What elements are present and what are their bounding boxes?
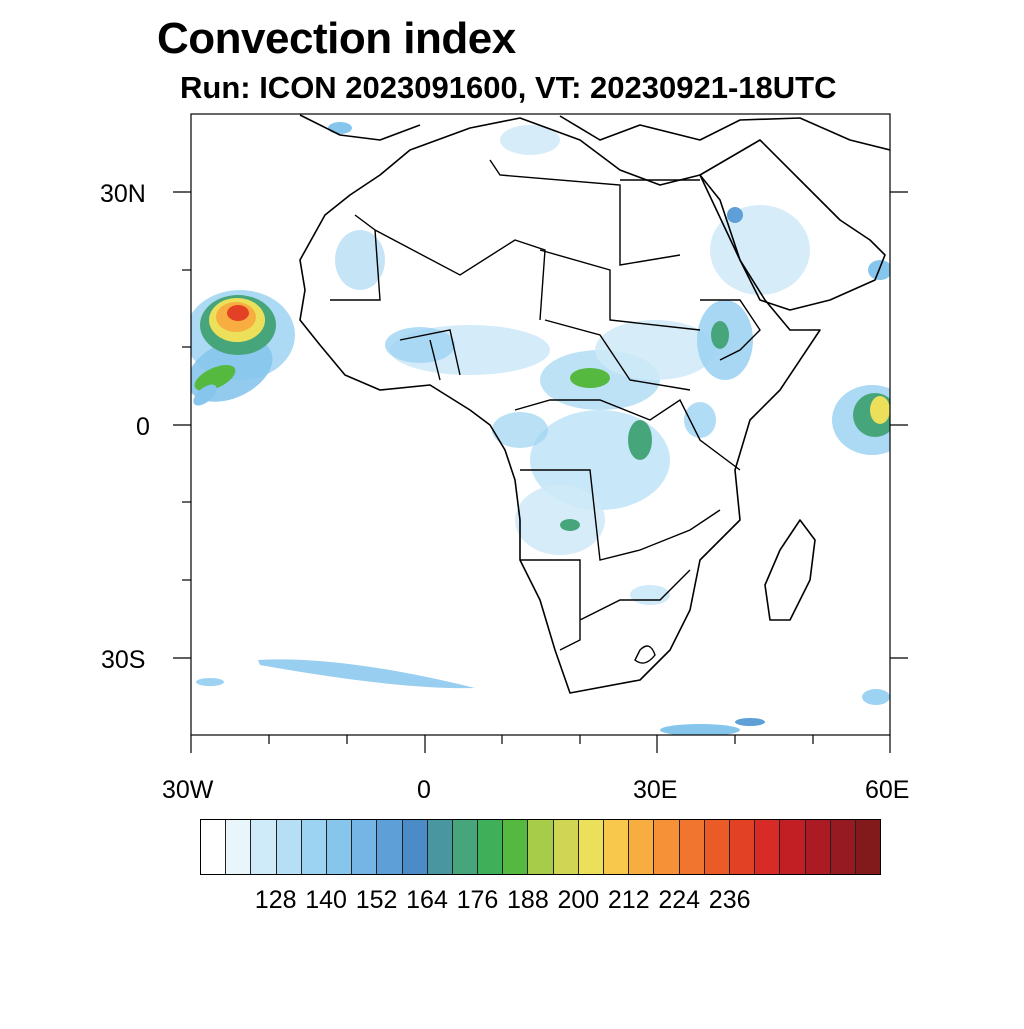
colorbar [200, 819, 881, 875]
colorbar-tick-label: 212 [607, 886, 650, 914]
x-tick-label-0: 0 [417, 776, 431, 804]
colorbar-swatch [326, 820, 353, 874]
colorbar-swatch [226, 820, 252, 874]
colorbar-swatch [704, 820, 730, 874]
colorbar-tick-label: 128 [254, 886, 297, 914]
x-tick-label-30e: 30E [633, 776, 678, 804]
colorbar-tick-label: 176 [456, 886, 499, 914]
colorbar-swatch [427, 820, 453, 874]
x-tick-label-60e: 60E [865, 776, 910, 804]
colorbar-swatch [478, 820, 504, 874]
colorbar-swatch [377, 820, 403, 874]
colorbar-tick-label: 164 [406, 886, 448, 914]
colorbar-tick-label: 140 [305, 886, 347, 914]
colorbar-swatch [528, 820, 554, 874]
colorbar-swatch [201, 820, 227, 874]
y-tick-label-30s: 30S [101, 646, 146, 674]
colorbar-swatch [503, 820, 529, 874]
colorbar-swatch [553, 820, 579, 874]
colorbar-swatch [629, 820, 655, 874]
chart-subtitle: Run: ICON 2023091600, VT: 20230921-18UTC [180, 70, 837, 105]
colorbar-tick-label: 200 [557, 886, 600, 914]
colorbar-tick-label: 224 [658, 886, 701, 914]
y-tick-label-30n: 30N [100, 180, 146, 208]
colorbar-swatch [352, 820, 378, 874]
colorbar-swatch [578, 820, 604, 874]
colorbar-tick-label: 188 [507, 886, 549, 914]
x-tick-label-30w: 30W [162, 776, 214, 804]
country-borders [330, 159, 761, 664]
colorbar-swatch [805, 820, 831, 874]
colorbar-swatch [402, 820, 428, 874]
colorbar-tick-label: 236 [708, 886, 751, 914]
colorbar-swatch [855, 820, 881, 874]
colorbar-swatch [276, 820, 302, 874]
colorbar-swatch [679, 820, 705, 874]
y-tick-label-0: 0 [136, 413, 150, 441]
coastlines [299, 114, 890, 694]
colorbar-swatch [729, 820, 756, 874]
convection-field [191, 122, 890, 735]
colorbar-swatch [604, 820, 630, 874]
colorbar-swatch [755, 820, 781, 874]
colorbar-swatch [654, 820, 680, 874]
colorbar-tick-label: 152 [355, 886, 398, 914]
colorbar-swatch [780, 820, 806, 874]
colorbar-swatch [452, 820, 479, 874]
colorbar-swatch [830, 820, 856, 874]
chart-title: Convection index [157, 14, 516, 63]
colorbar-swatch [251, 820, 277, 874]
colorbar-swatch [301, 820, 327, 874]
axis-ticks [173, 191, 908, 753]
